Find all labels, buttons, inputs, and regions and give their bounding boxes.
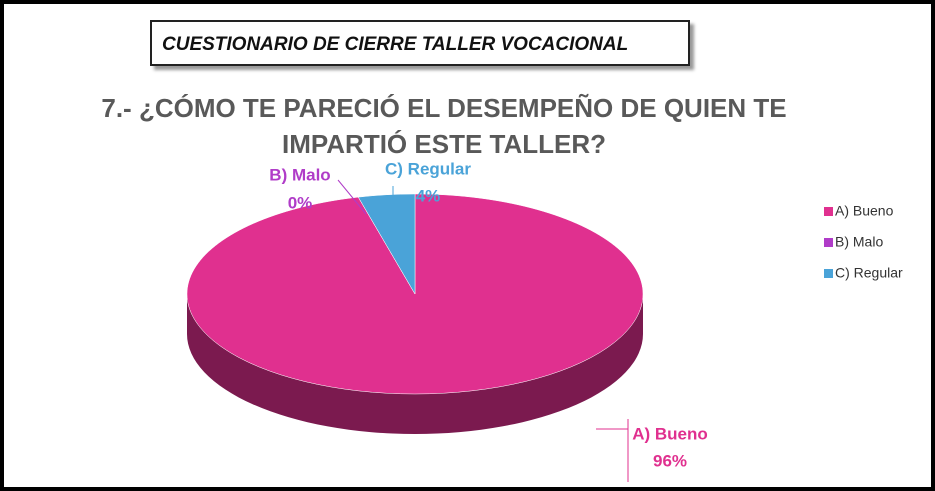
legend-swatch [824, 269, 833, 278]
chart: A) Bueno 96% B) Malo 0% C) Regular 4% A) Bueno… [186, 159, 903, 482]
legend-label: A) Bueno [835, 203, 894, 219]
data-label-name: C) Regular [385, 159, 471, 178]
header: CUESTIONARIO DE CIERRE TALLER VOCACIONAL [150, 20, 690, 66]
slice [357, 193, 416, 295]
data-label-name: A) Bueno [632, 424, 708, 443]
legend-label: B) Malo [835, 234, 883, 250]
legend-swatch [824, 238, 833, 247]
leader-line [337, 179, 367, 215]
slice-side [187, 294, 643, 434]
chart-title: 7.- ¿CÓMO TE PARECIÓ EL DESEMPEÑO DE QUI… [101, 93, 787, 159]
data-label-name: B) Malo [269, 165, 330, 184]
data-label-value: 0% [288, 193, 313, 212]
data-label-value: 4% [416, 186, 441, 205]
data-label-value: 96% [653, 451, 687, 470]
legend-label: C) Regular [835, 265, 903, 281]
legend-swatch [824, 207, 833, 216]
